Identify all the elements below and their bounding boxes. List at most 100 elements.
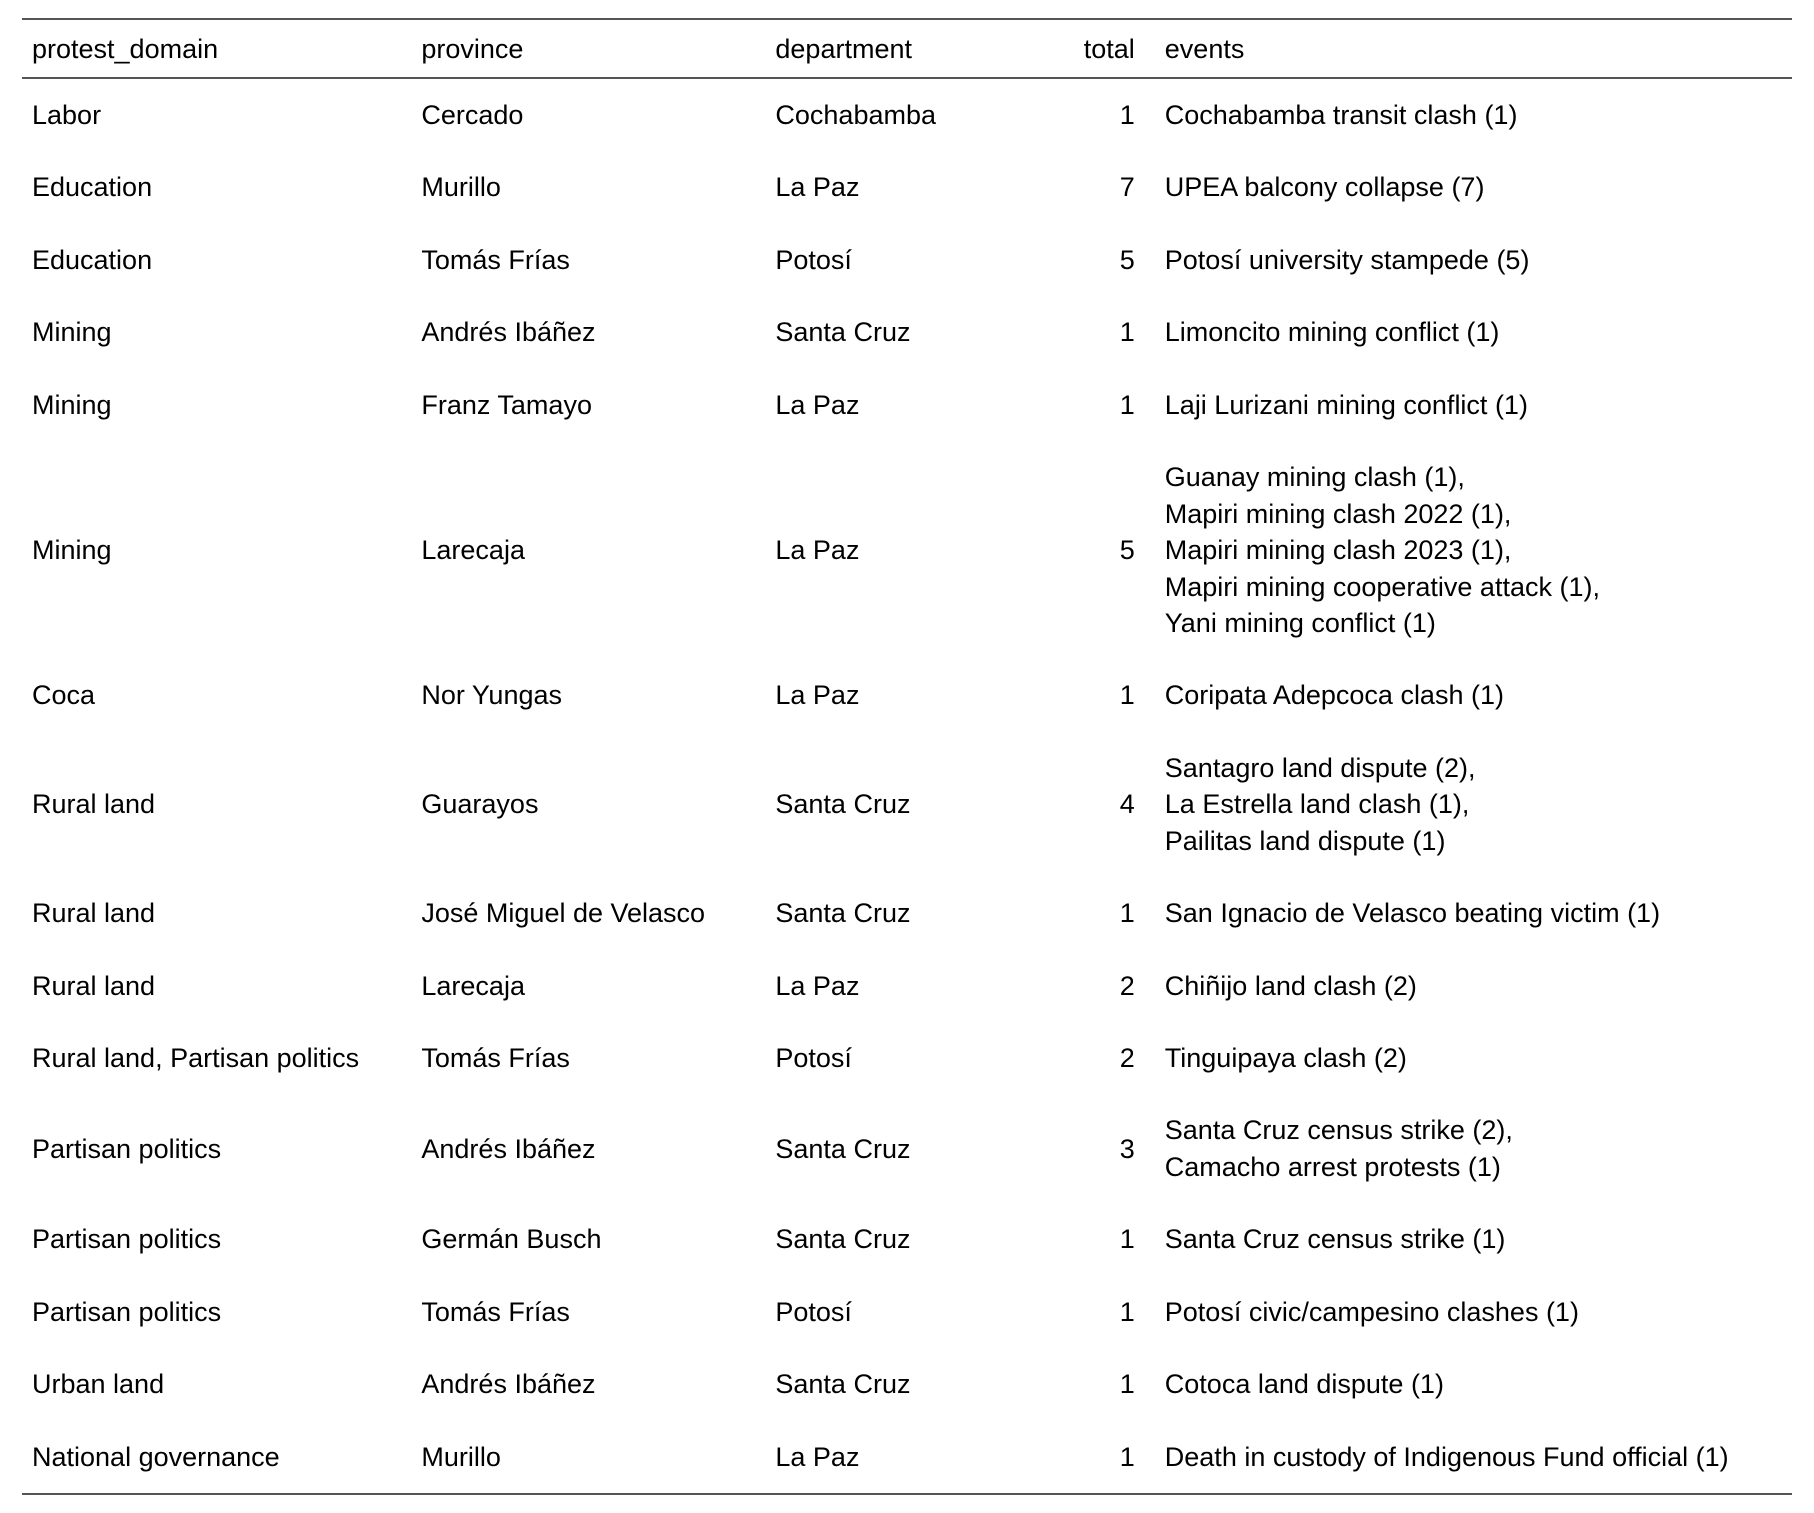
cell-events: Santa Cruz census strike (1): [1155, 1203, 1792, 1275]
cell-protest-domain: Mining: [22, 369, 411, 441]
cell-total: 5: [1031, 441, 1155, 659]
events-text: UPEA balcony collapse (7): [1165, 169, 1782, 205]
cell-province: Murillo: [411, 151, 765, 223]
header-protest-domain: protest_domain: [22, 19, 411, 78]
events-text: Santagro land dispute (2), La Estrella l…: [1165, 750, 1782, 859]
cell-protest-domain: Education: [22, 151, 411, 223]
cell-province: Guarayos: [411, 732, 765, 877]
table-row: Partisan politicsGermán BuschSanta Cruz1…: [22, 1203, 1792, 1275]
cell-events: Limoncito mining conflict (1): [1155, 296, 1792, 368]
cell-total: 7: [1031, 151, 1155, 223]
table-row: Partisan politicsTomás FríasPotosí1 Potos…: [22, 1276, 1792, 1348]
cell-events: Potosí civic/campesino clashes (1): [1155, 1276, 1792, 1348]
cell-department: Santa Cruz: [765, 732, 1031, 877]
cell-total: 1: [1031, 877, 1155, 949]
cell-department: Santa Cruz: [765, 877, 1031, 949]
table-head: protest_domain province department total…: [22, 19, 1792, 78]
cell-total: 1: [1031, 1276, 1155, 1348]
cell-total: 1: [1031, 1348, 1155, 1420]
cell-province: Andrés Ibáñez: [411, 296, 765, 368]
cell-province: Tomás Frías: [411, 1276, 765, 1348]
cell-department: La Paz: [765, 441, 1031, 659]
header-province: province: [411, 19, 765, 78]
events-text: Potosí civic/campesino clashes (1): [1165, 1294, 1782, 1330]
cell-province: Nor Yungas: [411, 659, 765, 731]
cell-province: Cercado: [411, 78, 765, 151]
cell-department: La Paz: [765, 1421, 1031, 1494]
cell-total: 2: [1031, 1022, 1155, 1094]
cell-total: 1: [1031, 369, 1155, 441]
cell-events: Laji Lurizani mining conflict (1): [1155, 369, 1792, 441]
cell-events: Cochabamba transit clash (1): [1155, 78, 1792, 151]
cell-protest-domain: Urban land: [22, 1348, 411, 1420]
cell-department: Santa Cruz: [765, 1203, 1031, 1275]
cell-department: Potosí: [765, 1276, 1031, 1348]
header-department: department: [765, 19, 1031, 78]
cell-total: 1: [1031, 1203, 1155, 1275]
header-row: protest_domain province department total…: [22, 19, 1792, 78]
events-text: San Ignacio de Velasco beating victim (1…: [1165, 895, 1782, 931]
cell-department: Cochabamba: [765, 78, 1031, 151]
cell-department: La Paz: [765, 950, 1031, 1022]
cell-department: Potosí: [765, 1022, 1031, 1094]
events-text: Coripata Adepcoca clash (1): [1165, 677, 1782, 713]
cell-events: Chiñijo land clash (2): [1155, 950, 1792, 1022]
cell-department: Santa Cruz: [765, 1348, 1031, 1420]
cell-total: 1: [1031, 1421, 1155, 1494]
events-text: Laji Lurizani mining conflict (1): [1165, 387, 1782, 423]
cell-protest-domain: Rural land: [22, 950, 411, 1022]
cell-events: San Ignacio de Velasco beating victim (1…: [1155, 877, 1792, 949]
cell-province: Tomás Frías: [411, 1022, 765, 1094]
events-text: Santa Cruz census strike (2), Camacho ar…: [1165, 1112, 1782, 1185]
cell-department: La Paz: [765, 369, 1031, 441]
table-row: Urban landAndrés IbáñezSanta Cruz1 Cotoca…: [22, 1348, 1792, 1420]
events-text: Cochabamba transit clash (1): [1165, 97, 1782, 133]
table-row: Rural landGuarayosSanta Cruz4Santagro la…: [22, 732, 1792, 877]
cell-events: Santa Cruz census strike (2), Camacho ar…: [1155, 1094, 1792, 1203]
table-row: Rural landJosé Miguel de VelascoSanta Cr…: [22, 877, 1792, 949]
cell-protest-domain: Labor: [22, 78, 411, 151]
cell-protest-domain: Partisan politics: [22, 1094, 411, 1203]
table-row: MiningAndrés IbáñezSanta Cruz1Limoncito …: [22, 296, 1792, 368]
table-row: MiningLarecajaLa Paz5Guanay mining clash…: [22, 441, 1792, 659]
cell-protest-domain: Coca: [22, 659, 411, 731]
cell-total: 1: [1031, 659, 1155, 731]
cell-province: Germán Busch: [411, 1203, 765, 1275]
header-events: events: [1155, 19, 1792, 78]
header-total: total: [1031, 19, 1155, 78]
cell-protest-domain: Mining: [22, 296, 411, 368]
cell-total: 5: [1031, 224, 1155, 296]
cell-events: Coripata Adepcoca clash (1): [1155, 659, 1792, 731]
cell-province: Andrés Ibáñez: [411, 1348, 765, 1420]
table-row: LaborCercadoCochabamba1Cochabamba transi…: [22, 78, 1792, 151]
table-row: MiningFranz TamayoLa Paz1 Laji Lurizani m…: [22, 369, 1792, 441]
cell-province: Larecaja: [411, 441, 765, 659]
cell-province: Franz Tamayo: [411, 369, 765, 441]
cell-total: 3: [1031, 1094, 1155, 1203]
cell-protest-domain: National governance: [22, 1421, 411, 1494]
data-table: protest_domain province department total…: [22, 18, 1792, 1495]
cell-protest-domain: Partisan politics: [22, 1276, 411, 1348]
cell-province: Andrés Ibáñez: [411, 1094, 765, 1203]
cell-protest-domain: Education: [22, 224, 411, 296]
cell-protest-domain: Rural land: [22, 732, 411, 877]
table-row: Partisan politicsAndrés Ibáñez Santa Cruz…: [22, 1094, 1792, 1203]
events-text: Guanay mining clash (1), Mapiri mining c…: [1165, 459, 1782, 641]
events-text: Chiñijo land clash (2): [1165, 968, 1782, 1004]
cell-department: Potosí: [765, 224, 1031, 296]
cell-province: Larecaja: [411, 950, 765, 1022]
cell-protest-domain: Rural land: [22, 877, 411, 949]
table-body: LaborCercadoCochabamba 1 Cochabamba transi…: [22, 78, 1792, 1494]
cell-total: 4: [1031, 732, 1155, 877]
events-text: Cotoca land dispute (1): [1165, 1366, 1782, 1402]
cell-protest-domain: Partisan politics: [22, 1203, 411, 1275]
table-row: EducationMurilloLa Paz7UPEA balcony coll…: [22, 151, 1792, 223]
table-row: CocaNor YungasLa Paz1 Coripata Adepcoca c…: [22, 659, 1792, 731]
table-row: EducationTomás FríasPotosí5Potosí univer…: [22, 224, 1792, 296]
cell-events: Guanay mining clash (1), Mapiri mining c…: [1155, 441, 1792, 659]
table-row: National governanceMurilloLa Paz1Death i…: [22, 1421, 1792, 1494]
cell-events: Potosí university stampede (5): [1155, 224, 1792, 296]
cell-department: La Paz: [765, 659, 1031, 731]
table-row: Rural land, Partisan politicsTomás Frías…: [22, 1022, 1792, 1094]
events-text: Santa Cruz census strike (1): [1165, 1221, 1782, 1257]
